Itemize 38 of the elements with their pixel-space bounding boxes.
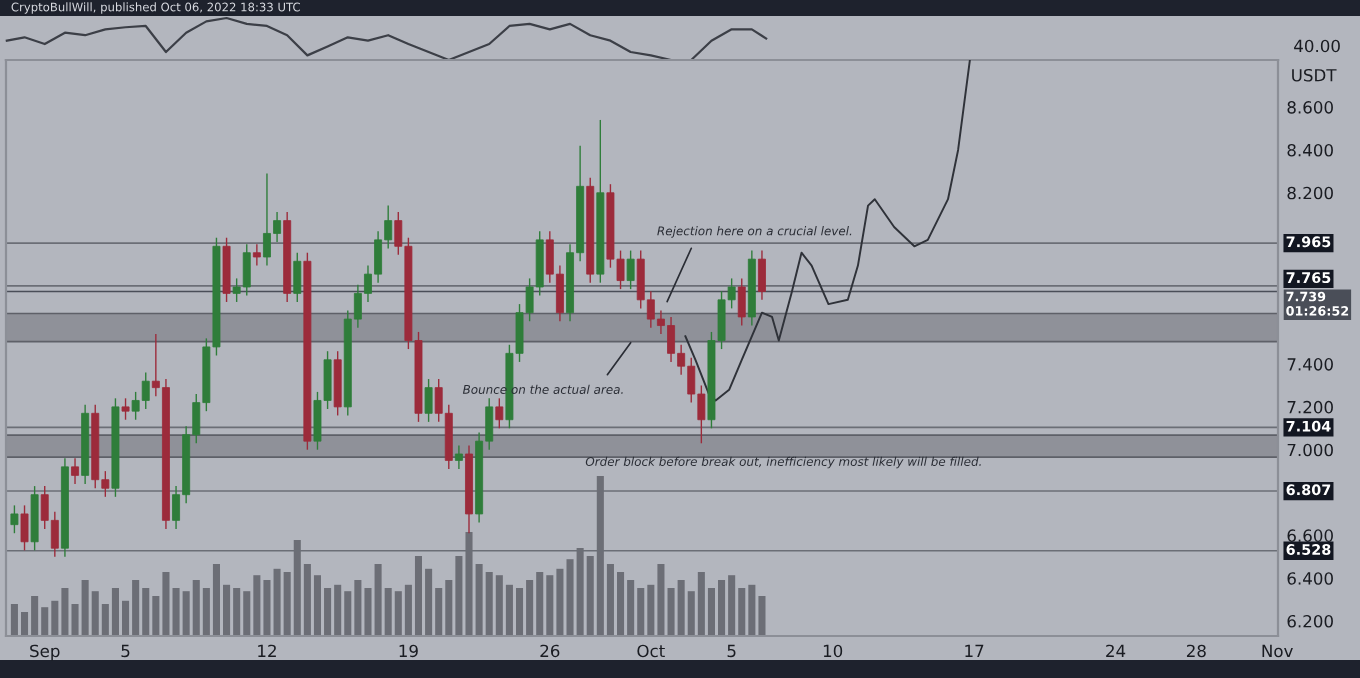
x-tick-label: 19 (399, 644, 418, 658)
x-tick-label: 17 (965, 644, 984, 657)
y-tick-label: 6.600 (1287, 529, 1333, 542)
x-tick-label: Nov (1262, 644, 1293, 658)
x-tick-label: 10 (823, 644, 843, 658)
y-tick-label: 7.200 (1287, 400, 1333, 414)
x-tick-label: 24 (1106, 644, 1126, 657)
candlestick (293, 252, 302, 303)
candlestick (454, 444, 463, 470)
y-tick-label: 8.200 (1287, 186, 1333, 200)
candlestick (222, 237, 231, 303)
candlestick (121, 397, 130, 421)
y-tick-label: 6.200 (1287, 614, 1333, 628)
candlestick (333, 350, 342, 417)
x-tick-label: 5 (121, 644, 130, 658)
candlestick (758, 249, 766, 301)
text: 40.00 (1294, 39, 1340, 53)
candlestick (252, 243, 261, 267)
candlestick (71, 457, 79, 485)
x-tick-label: 5 (727, 644, 736, 658)
y-tick-label: 6.400 (1287, 572, 1333, 585)
candlestick (424, 378, 433, 423)
candlestick (626, 249, 635, 290)
y-tick-label: 8.400 (1287, 143, 1333, 157)
y-axis-title: USDT (1292, 68, 1337, 82)
y-tick-label: 7.400 (1287, 358, 1333, 371)
x-tick-label: 12 (258, 644, 276, 657)
candlestick (20, 504, 29, 552)
candlestick (30, 485, 39, 552)
candlestick (10, 504, 19, 534)
x-tick-label: 26 (540, 644, 560, 658)
y-tick-label: 8.600 (1287, 101, 1333, 114)
x-tick-label: Sep (30, 644, 60, 661)
candlestick (495, 397, 504, 429)
candlestick (737, 277, 746, 327)
x-tick-label: Oct (637, 644, 665, 658)
x-tick-label: 28 (1186, 644, 1206, 658)
y-tick-label: 7.000 (1287, 443, 1333, 457)
